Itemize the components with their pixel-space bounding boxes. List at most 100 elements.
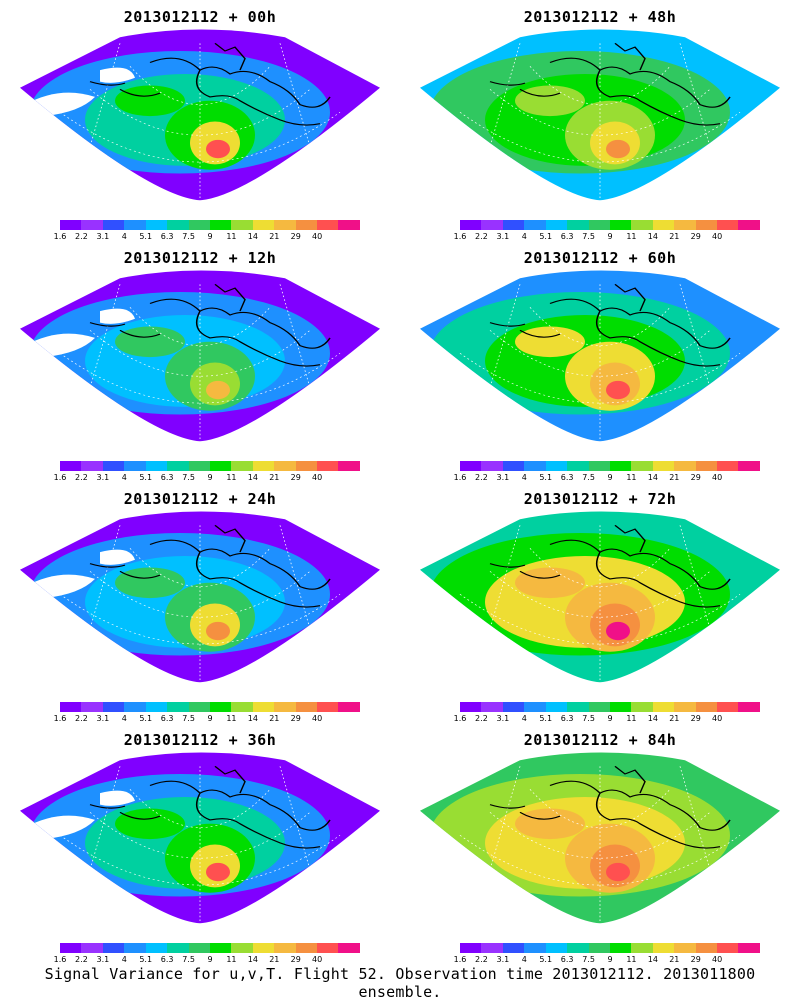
legend-tick-label: 5.1 xyxy=(539,955,553,964)
legend-tick-label: 11 xyxy=(226,955,237,964)
legend-swatch xyxy=(317,220,339,230)
variance-contour-west xyxy=(515,326,585,358)
panel-title: 2013012112 + 36h xyxy=(123,731,277,749)
variance-map xyxy=(20,29,380,201)
legend-tick-label: 40 xyxy=(712,955,723,964)
legend-tick-label: 4 xyxy=(121,232,127,241)
legend-swatch xyxy=(567,461,589,471)
legend-tick-label: 21 xyxy=(269,473,280,482)
legend-swatch xyxy=(167,461,189,471)
legend-swatch xyxy=(209,220,232,230)
forecast-panel: 2013012112 + 84h 1.6 2.2 3.1 4 5.1 6.3 7.5 9 11 14… xyxy=(400,723,800,968)
legend-tick-label: 14 xyxy=(247,714,258,723)
legend-swatch xyxy=(545,461,568,471)
legend-swatch xyxy=(695,461,718,471)
legend-swatch xyxy=(588,461,610,471)
legend-tick-label: 5.1 xyxy=(139,473,153,482)
legend-labels: 1.6 2.2 3.1 4 5.1 6.3 7.5 9 11 14 21 29 40 xyxy=(54,712,360,724)
coastline xyxy=(489,283,731,367)
legend-swatch xyxy=(188,702,210,712)
legend-swatch xyxy=(124,220,146,230)
legend-tick-label: 3.1 xyxy=(496,955,510,964)
legend-swatch xyxy=(295,461,318,471)
coastline xyxy=(489,42,731,126)
legend-swatch xyxy=(717,943,739,953)
legend-swatch xyxy=(188,943,210,953)
panel-title: 2013012112 + 48h xyxy=(523,8,677,26)
legend-tick-label: 2.2 xyxy=(75,473,88,482)
variance-contour-west xyxy=(515,85,585,117)
color-legend: 1.6 2.2 3.1 4 5.1 6.3 7.5 9 11 14 21 29 40 xyxy=(454,461,760,485)
legend-tick-label: 21 xyxy=(269,955,280,964)
legend-tick-label: 6.3 xyxy=(160,714,174,723)
legend-swatch xyxy=(588,702,610,712)
legend-tick-label: 29 xyxy=(690,714,701,723)
legend-swatch xyxy=(231,461,253,471)
legend-tick-label: 29 xyxy=(690,232,701,241)
legend-swatch xyxy=(717,702,739,712)
legend-swatch xyxy=(188,461,210,471)
legend-swatch xyxy=(60,220,82,230)
legend-tick-label: 4 xyxy=(121,955,127,964)
legend-swatch xyxy=(631,461,653,471)
legend-swatch xyxy=(81,461,103,471)
color-legend: 1.6 2.2 3.1 4 5.1 6.3 7.5 9 11 14 21 29 40 xyxy=(454,943,760,967)
variance-map xyxy=(420,29,780,201)
variance-peak xyxy=(206,862,230,882)
legend-swatch xyxy=(524,461,546,471)
legend-tick-label: 29 xyxy=(690,955,701,964)
legend-tick-label: 3.1 xyxy=(96,955,110,964)
panel-title: 2013012112 + 60h xyxy=(523,249,677,267)
legend-tick-label: 14 xyxy=(647,714,658,723)
legend-swatch xyxy=(252,220,275,230)
forecast-panel: 2013012112 + 60h 1.6 2.2 3.1 4 5.1 6.3 7.5 9 11 14… xyxy=(400,241,800,486)
legend-tick-label: 6.3 xyxy=(560,714,574,723)
legend-tick-label: 5.1 xyxy=(139,714,153,723)
legend-labels: 1.6 2.2 3.1 4 5.1 6.3 7.5 9 11 14 21 29 40 xyxy=(54,230,360,242)
legend-tick-label: 2.2 xyxy=(475,473,488,482)
legend-tick-label: 11 xyxy=(626,955,637,964)
legend-tick-label: 7.5 xyxy=(582,714,595,723)
legend-tick-label: 11 xyxy=(626,714,637,723)
legend-swatch xyxy=(295,943,318,953)
legend-swatch xyxy=(60,702,82,712)
legend-swatch xyxy=(567,702,589,712)
legend-swatch xyxy=(81,943,103,953)
legend-tick-label: 9 xyxy=(207,473,213,482)
missing-data-region-north xyxy=(100,67,135,83)
legend-tick-label: 1.6 xyxy=(453,473,467,482)
legend-tick-label: 9 xyxy=(207,232,213,241)
missing-data-region-north xyxy=(100,549,135,565)
legend-tick-label: 1.6 xyxy=(453,714,467,723)
legend-swatch xyxy=(102,220,125,230)
legend-swatch xyxy=(545,943,568,953)
legend-tick-label: 6.3 xyxy=(560,955,574,964)
legend-swatch xyxy=(567,220,589,230)
legend-tick-label: 14 xyxy=(247,955,258,964)
panel-title: 2013012112 + 12h xyxy=(123,249,277,267)
legend-swatch xyxy=(738,220,760,230)
legend-swatch xyxy=(717,461,739,471)
legend-swatch xyxy=(717,220,739,230)
variance-contour-west xyxy=(115,567,185,599)
panel-title: 2013012112 + 84h xyxy=(523,731,677,749)
legend-tick-label: 3.1 xyxy=(96,232,110,241)
legend-tick-label: 2.2 xyxy=(75,232,88,241)
legend-swatch xyxy=(209,943,232,953)
legend-swatch xyxy=(102,943,125,953)
color-legend: 1.6 2.2 3.1 4 5.1 6.3 7.5 9 11 14 21 29 40 xyxy=(54,702,360,726)
legend-tick-label: 11 xyxy=(226,473,237,482)
legend-tick-label: 40 xyxy=(312,955,323,964)
coastline xyxy=(489,765,731,849)
variance-peak xyxy=(206,139,230,159)
variance-peak xyxy=(206,380,230,400)
legend-swatch xyxy=(481,220,503,230)
legend-tick-label: 2.2 xyxy=(475,955,488,964)
legend-tick-label: 4 xyxy=(521,714,527,723)
legend-swatch xyxy=(317,943,339,953)
legend-swatch xyxy=(167,220,189,230)
legend-labels: 1.6 2.2 3.1 4 5.1 6.3 7.5 9 11 14 21 29 40 xyxy=(454,471,760,483)
forecast-panel: 2013012112 + 48h 1.6 2.2 3.1 4 5.1 6.3 7.5 9 11 14… xyxy=(400,0,800,245)
legend-color-bar xyxy=(60,461,360,471)
legend-tick-label: 11 xyxy=(626,232,637,241)
